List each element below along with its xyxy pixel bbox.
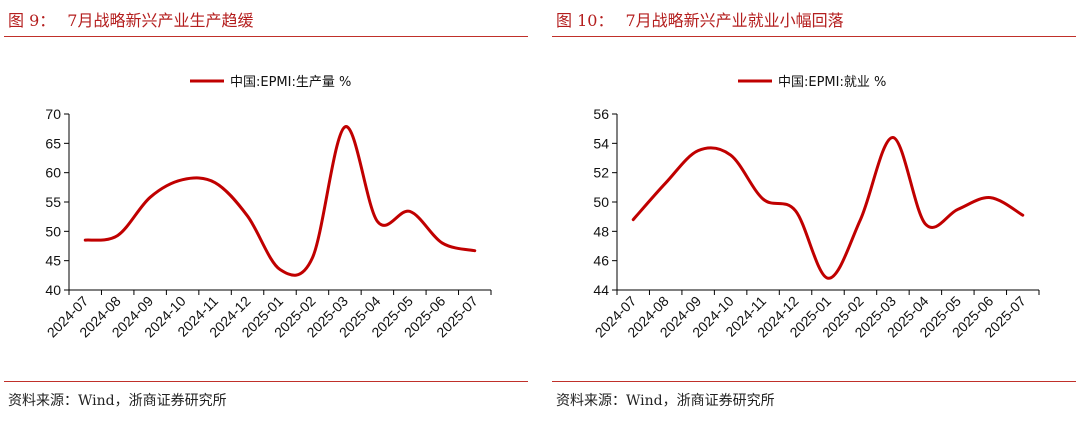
source-note: 资料来源：Wind，浙商证券研究所: [8, 393, 227, 409]
chart-legend: 中国:EPMI:生产量 %: [190, 75, 351, 90]
y-tick-label: 44: [593, 282, 609, 298]
y-tick-label: 56: [593, 106, 609, 122]
y-tick-label: 60: [45, 165, 61, 181]
y-tick-label: 45: [45, 253, 61, 269]
figure-panel-production: 图 9： 7月战略新兴产业生产趋缓 中国:EPMI:生产量 % 40 45 50 55 60…: [4, 0, 528, 423]
series-line: [631, 135, 1025, 280]
y-tick-label: 70: [45, 106, 61, 122]
figure-panel-employment: 图 10： 7月战略新兴产业就业小幅回落 中国:EPMI:就业 % 44 46 48 50…: [552, 0, 1076, 423]
series-line: [83, 125, 477, 277]
source-rule: [552, 381, 1076, 382]
figure-title-text: 7月战略新兴产业就业小幅回落: [625, 11, 844, 30]
y-tick-label: 40: [45, 282, 61, 298]
y-tick-label: 65: [45, 135, 61, 151]
figure-title: 图 9： 7月战略新兴产业生产趋缓: [8, 7, 253, 31]
y-tick-label: 48: [593, 223, 609, 239]
legend-label: 中国:EPMI:就业 %: [778, 75, 886, 90]
y-tick-label: 50: [45, 223, 61, 239]
title-rule: [552, 36, 1076, 37]
line-chart-production: 中国:EPMI:生产量 %404550556065702024-072024-0…: [44, 75, 492, 340]
chart-legend: 中国:EPMI:就业 %: [738, 75, 886, 90]
y-tick-label: 55: [45, 194, 61, 210]
figure-title-text: 7月战略新兴产业生产趋缓: [67, 11, 254, 30]
y-tick-label: 46: [593, 253, 609, 269]
source-rule: [4, 381, 528, 382]
y-tick-label: 52: [593, 165, 609, 181]
figure-title: 图 10： 7月战略新兴产业就业小幅回落: [556, 7, 844, 31]
legend-label: 中国:EPMI:生产量 %: [230, 75, 351, 90]
title-rule: [4, 36, 528, 37]
y-tick-label: 50: [593, 194, 609, 210]
y-tick-label: 54: [593, 135, 609, 151]
figure-label: 图 10：: [556, 11, 614, 30]
line-chart-employment: 中国:EPMI:就业 %444648505254562024-072024-08…: [592, 75, 1040, 340]
source-note: 资料来源：Wind，浙商证券研究所: [556, 393, 775, 409]
figure-label: 图 9：: [8, 11, 56, 30]
